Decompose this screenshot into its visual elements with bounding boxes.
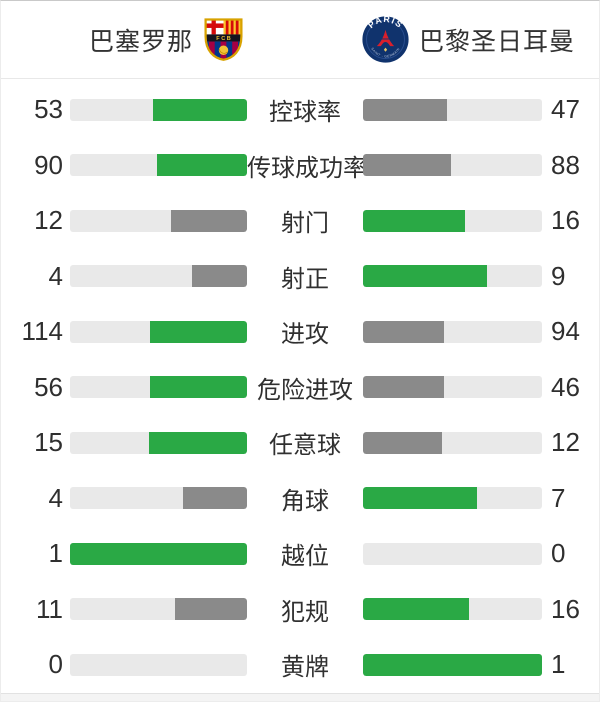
stat-label: 犯规 xyxy=(281,598,329,626)
stat-row: 4 射正 9 xyxy=(1,249,599,305)
away-bar-fill xyxy=(363,487,477,510)
away-bar-fill xyxy=(363,431,443,454)
stat-row: 0 黄牌 1 xyxy=(1,637,599,693)
away-bar-fill xyxy=(363,265,487,288)
home-stat-value: 56 xyxy=(34,371,63,402)
bottom-divider xyxy=(1,693,599,701)
stat-row: 15 任意球 12 xyxy=(1,415,599,471)
away-bar-fill xyxy=(363,154,452,177)
home-bar-track xyxy=(70,154,247,177)
away-stat-value: 46 xyxy=(551,371,580,402)
away-stat-value: 16 xyxy=(551,593,580,624)
home-stat-value: 4 xyxy=(48,260,63,291)
away-bar-track xyxy=(363,154,542,177)
stat-label: 控球率 xyxy=(269,99,341,127)
home-stat-value: 11 xyxy=(36,593,63,624)
home-stat-value: 15 xyxy=(34,427,63,458)
stat-row: 4 角球 7 xyxy=(1,471,599,527)
home-bar-track xyxy=(70,653,247,676)
away-bar-track xyxy=(363,598,542,621)
away-stat-value: 47 xyxy=(551,94,580,125)
home-stat-value: 0 xyxy=(48,649,63,680)
home-bar-track xyxy=(70,320,247,343)
home-bar-fill xyxy=(182,487,247,510)
away-stat-value: 12 xyxy=(551,427,580,458)
home-stat-value: 53 xyxy=(34,94,63,125)
away-bar-track xyxy=(363,653,542,676)
fc-barcelona-crest-icon: F C B xyxy=(203,17,244,62)
stat-label: 危险进攻 xyxy=(257,376,353,404)
away-bar-fill xyxy=(363,598,470,621)
home-bar-track xyxy=(70,98,247,121)
stat-label: 射门 xyxy=(281,210,329,238)
stat-label: 进攻 xyxy=(281,321,329,349)
stat-row: 56 危险进攻 46 xyxy=(1,360,599,416)
away-bar-track xyxy=(363,98,542,121)
home-team-name: 巴塞罗那 xyxy=(88,27,193,56)
away-bar-track xyxy=(363,431,542,454)
home-bar-track xyxy=(70,376,247,399)
stat-row: 12 射门 16 xyxy=(1,193,599,249)
stat-row: 1 越位 0 xyxy=(1,526,599,582)
away-bar-track xyxy=(363,265,542,288)
stat-row: 53 控球率 47 xyxy=(1,82,599,138)
stats-header: 巴塞罗那 F C B xyxy=(1,1,599,79)
away-stat-value: 88 xyxy=(551,149,580,180)
away-bar-track xyxy=(363,209,542,232)
stat-label: 任意球 xyxy=(269,432,341,460)
away-bar-fill xyxy=(363,320,444,343)
away-bar-track xyxy=(363,542,542,565)
away-bar-fill xyxy=(363,209,466,232)
away-bar-track xyxy=(363,487,542,510)
svg-text:F C B: F C B xyxy=(216,36,230,42)
away-team-header: PARIS SAINT - GERMAIN 巴黎圣日耳曼 xyxy=(300,1,599,78)
away-bar-track xyxy=(363,320,542,343)
away-bar-fill xyxy=(363,98,448,121)
stat-row: 114 进攻 94 xyxy=(1,304,599,360)
stat-label: 传球成功率 xyxy=(247,154,367,182)
away-team-name: 巴黎圣日耳曼 xyxy=(418,27,575,56)
home-bar-track xyxy=(70,598,247,621)
home-bar-track xyxy=(70,487,247,510)
home-bar-fill xyxy=(157,154,247,177)
away-stat-value: 9 xyxy=(551,260,566,291)
away-stat-value: 16 xyxy=(551,205,580,236)
home-bar-track xyxy=(70,265,247,288)
home-bar-track xyxy=(70,542,247,565)
home-stat-value: 12 xyxy=(34,205,63,236)
stat-label: 黄牌 xyxy=(281,654,329,682)
home-bar-track xyxy=(70,431,247,454)
home-stat-value: 114 xyxy=(21,316,63,347)
away-bar-fill xyxy=(363,653,542,676)
stats-list: 53 控球率 47 90 传球成功率 88 12 射门 16 4 射正 9 114 进攻 94 56 危险进攻 4… xyxy=(1,79,599,693)
away-stat-value: 94 xyxy=(551,316,580,347)
away-bar-track xyxy=(363,376,542,399)
home-stat-value: 90 xyxy=(34,149,63,180)
home-bar-fill xyxy=(150,320,247,343)
stat-label: 越位 xyxy=(281,543,329,571)
home-stat-value: 4 xyxy=(48,482,63,513)
away-bar-fill xyxy=(363,376,444,399)
home-bar-fill xyxy=(153,98,247,121)
stat-row: 90 传球成功率 88 xyxy=(1,138,599,194)
home-bar-fill xyxy=(192,265,247,288)
away-stat-value: 7 xyxy=(551,482,566,513)
away-stat-value: 1 xyxy=(551,649,566,680)
stat-label: 角球 xyxy=(281,487,329,515)
stat-row: 11 犯规 16 xyxy=(1,582,599,638)
away-stat-value: 0 xyxy=(551,538,566,569)
home-stat-value: 1 xyxy=(48,538,63,569)
stat-label: 射正 xyxy=(281,265,329,293)
home-bar-fill xyxy=(149,376,247,399)
home-team-header: 巴塞罗那 F C B xyxy=(1,1,300,78)
home-bar-fill xyxy=(171,209,247,232)
home-bar-track xyxy=(70,209,247,232)
home-bar-fill xyxy=(70,542,247,565)
home-bar-fill xyxy=(174,598,247,621)
psg-crest-icon: PARIS SAINT - GERMAIN xyxy=(362,16,409,63)
home-bar-fill xyxy=(148,431,247,454)
